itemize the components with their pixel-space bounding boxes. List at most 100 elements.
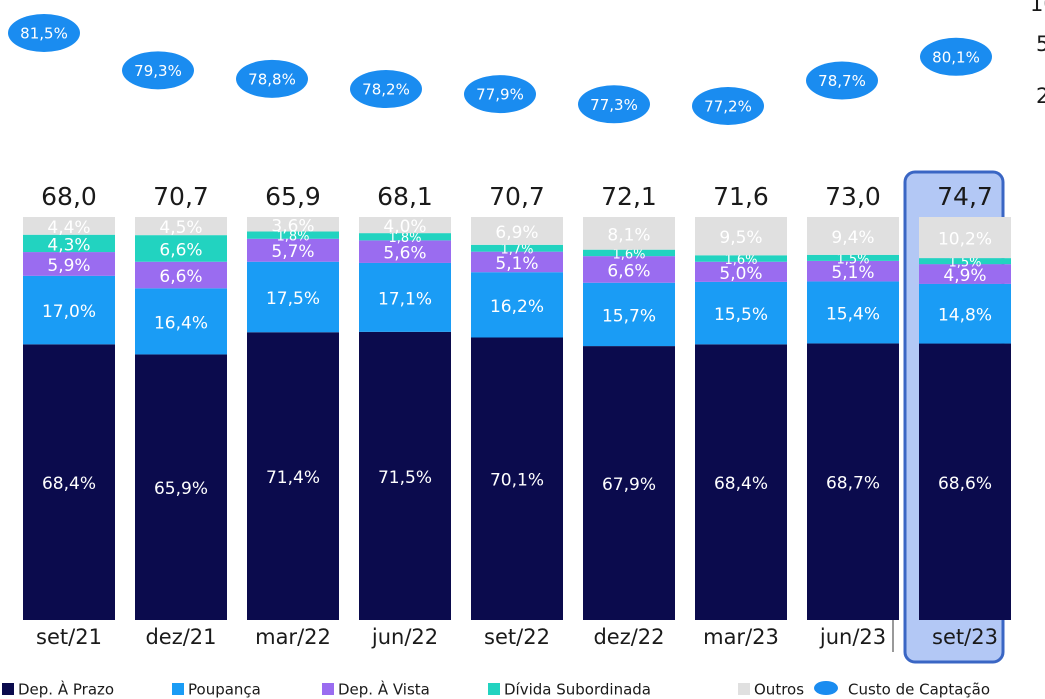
bar-segment: [359, 331, 451, 620]
data-label: 68,4%: [42, 474, 96, 494]
x-tick-label: mar/23: [703, 625, 779, 649]
bar-segment: [807, 343, 899, 620]
cost-label: 78,7%: [818, 72, 866, 90]
edge-label: 10: [1030, 0, 1045, 16]
total-label: 65,9: [265, 182, 321, 211]
bar-segment: [807, 281, 899, 344]
data-label: 67,9%: [602, 475, 656, 495]
x-tick-label: set/21: [36, 625, 102, 649]
bar-segment: [919, 264, 1011, 284]
data-label: 17,1%: [378, 289, 432, 309]
bar-segment: [23, 217, 115, 235]
bar-segment: [247, 238, 339, 262]
bar-segment: [359, 217, 451, 234]
data-label: 68,7%: [826, 474, 880, 494]
bar-segment: [807, 217, 899, 255]
data-label: 71,5%: [378, 468, 432, 488]
bar-segment: [359, 262, 451, 332]
legend-swatch: [814, 681, 838, 695]
data-label: 5,1%: [495, 254, 538, 274]
bar-segment: [583, 346, 675, 620]
cost-bubble: [464, 75, 536, 114]
data-label: 3,6%: [271, 216, 314, 236]
bar-segment: [583, 282, 675, 347]
data-label: 17,5%: [266, 289, 320, 309]
cost-bubble: [236, 59, 308, 98]
bar-segment: [919, 283, 1011, 344]
cost-label: 78,8%: [248, 70, 296, 88]
cost-label: 77,2%: [704, 98, 752, 116]
total-label: 72,1: [601, 182, 657, 211]
data-label: 4,4%: [47, 218, 90, 238]
bar-segment: [23, 234, 115, 253]
x-tick-label: jun/23: [819, 625, 886, 649]
data-label: 4,0%: [383, 217, 426, 237]
bar-segment: [807, 260, 899, 282]
total-label: 74,7: [937, 182, 993, 211]
data-label: 10,2%: [938, 230, 992, 250]
legend-label: Dep. À Vista: [338, 680, 430, 699]
data-label: 5,1%: [831, 263, 874, 283]
data-label: 14,8%: [938, 306, 992, 326]
data-label: 70,1%: [490, 471, 544, 491]
bar-segment: [807, 254, 899, 261]
legend-label: Custo de Captação: [848, 681, 990, 699]
cost-bubble: [692, 87, 764, 125]
data-label: 68,6%: [938, 474, 992, 494]
bar-segment: [695, 281, 787, 345]
total-label: 70,7: [153, 182, 209, 211]
cost-label: 78,2%: [362, 81, 410, 99]
bar-segment: [135, 288, 227, 355]
cost-label: 81,5%: [20, 25, 68, 43]
data-label: 4,3%: [47, 235, 90, 255]
bar-segment: [247, 261, 339, 333]
edge-label: 5: [1036, 32, 1045, 56]
legend-swatch: [738, 683, 750, 695]
cost-bubble: [350, 70, 422, 109]
data-label: 1,6%: [612, 247, 645, 262]
total-label: 73,0: [825, 182, 881, 211]
legend-swatch: [322, 683, 334, 695]
legend-label: Dívida Subordinada: [504, 681, 651, 699]
data-label: 6,6%: [607, 261, 650, 281]
bar-segment: [919, 217, 1011, 259]
bar-segment: [359, 240, 451, 263]
data-label: 6,9%: [495, 223, 538, 243]
data-label: 1,8%: [276, 230, 309, 245]
data-label: 4,5%: [159, 218, 202, 238]
bar-segment: [583, 249, 675, 257]
bar-segment: [471, 337, 563, 620]
data-label: 5,0%: [719, 264, 762, 284]
bar-segment: [695, 255, 787, 262]
data-label: 71,4%: [266, 468, 320, 488]
bar-segment: [695, 261, 787, 282]
data-label: 15,5%: [714, 305, 768, 325]
data-label: 68,4%: [714, 474, 768, 494]
legend-swatch: [488, 683, 500, 695]
data-label: 15,7%: [602, 306, 656, 326]
bar-segment: [23, 275, 115, 345]
cost-label: 80,1%: [932, 48, 980, 66]
legend-label: Poupança: [188, 681, 261, 699]
data-label: 1,8%: [388, 231, 421, 246]
bar-segment: [23, 344, 115, 620]
total-label: 70,7: [489, 182, 545, 211]
data-label: 16,4%: [154, 313, 208, 333]
cost-bubble: [578, 85, 650, 124]
cost-label: 77,9%: [476, 86, 524, 104]
data-label: 5,6%: [383, 244, 426, 264]
bar-segment: [247, 217, 339, 232]
cost-label: 77,3%: [590, 96, 638, 114]
legend-label: Outros: [754, 681, 804, 699]
bar-segment: [471, 217, 563, 245]
cost-bubble: [920, 37, 992, 76]
data-label: 6,6%: [159, 267, 202, 287]
data-label: 4,9%: [943, 266, 986, 286]
bar-segment: [471, 251, 563, 273]
x-tick-label: mar/22: [255, 625, 331, 649]
bar-segment: [23, 252, 115, 276]
cost-label: 79,3%: [134, 62, 182, 80]
legend-swatch: [172, 683, 184, 695]
bar-segment: [919, 343, 1011, 620]
